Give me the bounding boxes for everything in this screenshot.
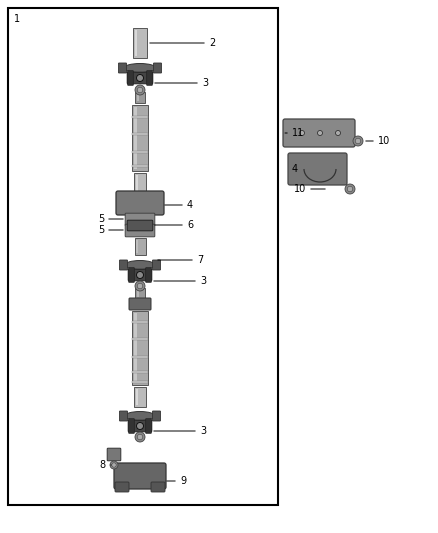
FancyBboxPatch shape bbox=[128, 71, 133, 85]
FancyBboxPatch shape bbox=[152, 260, 160, 270]
FancyBboxPatch shape bbox=[129, 298, 151, 310]
FancyBboxPatch shape bbox=[115, 482, 129, 492]
Bar bbox=[134, 107, 137, 169]
FancyBboxPatch shape bbox=[283, 119, 355, 147]
Bar bbox=[135, 175, 138, 191]
Bar bbox=[132, 337, 148, 340]
Text: 4: 4 bbox=[292, 164, 298, 174]
Circle shape bbox=[355, 138, 361, 144]
Bar bbox=[134, 30, 137, 56]
Ellipse shape bbox=[124, 63, 156, 72]
Bar bbox=[134, 173, 146, 193]
Text: 4: 4 bbox=[187, 200, 193, 210]
FancyBboxPatch shape bbox=[114, 463, 166, 489]
FancyBboxPatch shape bbox=[152, 411, 160, 421]
FancyBboxPatch shape bbox=[116, 191, 164, 215]
Circle shape bbox=[353, 136, 363, 146]
Circle shape bbox=[300, 131, 304, 135]
Circle shape bbox=[137, 434, 143, 440]
Circle shape bbox=[137, 87, 143, 93]
FancyBboxPatch shape bbox=[146, 268, 151, 282]
Circle shape bbox=[110, 461, 118, 469]
FancyBboxPatch shape bbox=[120, 260, 127, 270]
Text: 3: 3 bbox=[200, 426, 206, 436]
Text: 1: 1 bbox=[14, 14, 20, 24]
Circle shape bbox=[137, 283, 143, 289]
FancyBboxPatch shape bbox=[127, 72, 153, 84]
Text: 10: 10 bbox=[378, 136, 390, 146]
Text: 6: 6 bbox=[187, 220, 193, 230]
FancyBboxPatch shape bbox=[288, 153, 347, 185]
FancyBboxPatch shape bbox=[119, 63, 127, 73]
FancyBboxPatch shape bbox=[147, 71, 152, 85]
Circle shape bbox=[336, 131, 340, 135]
Text: 10: 10 bbox=[294, 184, 306, 194]
Circle shape bbox=[137, 75, 144, 82]
Bar bbox=[135, 389, 138, 405]
Bar bbox=[137, 94, 138, 101]
Text: 3: 3 bbox=[200, 276, 206, 286]
FancyBboxPatch shape bbox=[146, 419, 151, 433]
Bar bbox=[132, 133, 148, 135]
Ellipse shape bbox=[125, 411, 155, 421]
Bar bbox=[135, 92, 145, 103]
Circle shape bbox=[112, 463, 116, 467]
Text: 5: 5 bbox=[98, 225, 104, 235]
Bar bbox=[132, 370, 148, 373]
FancyBboxPatch shape bbox=[125, 224, 155, 237]
Text: 8: 8 bbox=[100, 460, 106, 470]
Text: 3: 3 bbox=[202, 78, 208, 88]
Bar bbox=[132, 320, 148, 323]
Bar bbox=[132, 311, 148, 385]
FancyBboxPatch shape bbox=[128, 420, 152, 432]
Bar bbox=[132, 165, 148, 167]
Text: 2: 2 bbox=[209, 38, 215, 48]
FancyBboxPatch shape bbox=[151, 482, 165, 492]
Circle shape bbox=[135, 281, 145, 291]
FancyBboxPatch shape bbox=[129, 419, 134, 433]
Circle shape bbox=[135, 85, 145, 95]
Circle shape bbox=[345, 184, 355, 194]
Bar bbox=[132, 105, 148, 171]
Circle shape bbox=[135, 432, 145, 442]
Bar bbox=[133, 28, 147, 58]
Bar bbox=[137, 290, 138, 297]
FancyBboxPatch shape bbox=[107, 448, 121, 461]
Bar bbox=[132, 381, 148, 383]
FancyBboxPatch shape bbox=[128, 269, 152, 281]
Bar bbox=[132, 356, 148, 358]
FancyBboxPatch shape bbox=[125, 213, 155, 226]
Circle shape bbox=[137, 271, 144, 279]
Bar bbox=[135, 288, 145, 299]
Circle shape bbox=[137, 423, 144, 430]
Bar bbox=[134, 313, 137, 383]
FancyBboxPatch shape bbox=[120, 411, 127, 421]
Bar bbox=[132, 116, 148, 118]
FancyBboxPatch shape bbox=[153, 63, 162, 73]
Circle shape bbox=[347, 186, 353, 192]
FancyBboxPatch shape bbox=[127, 220, 153, 231]
FancyBboxPatch shape bbox=[129, 268, 134, 282]
Text: 7: 7 bbox=[197, 255, 203, 265]
Text: 9: 9 bbox=[180, 476, 186, 486]
Bar bbox=[132, 150, 148, 153]
Ellipse shape bbox=[125, 261, 155, 270]
Text: 11: 11 bbox=[292, 128, 304, 138]
Bar bbox=[136, 240, 138, 253]
Text: 5: 5 bbox=[98, 214, 104, 224]
Bar bbox=[134, 238, 145, 255]
Circle shape bbox=[318, 131, 322, 135]
Bar bbox=[134, 387, 146, 407]
Bar bbox=[8, 8, 278, 505]
